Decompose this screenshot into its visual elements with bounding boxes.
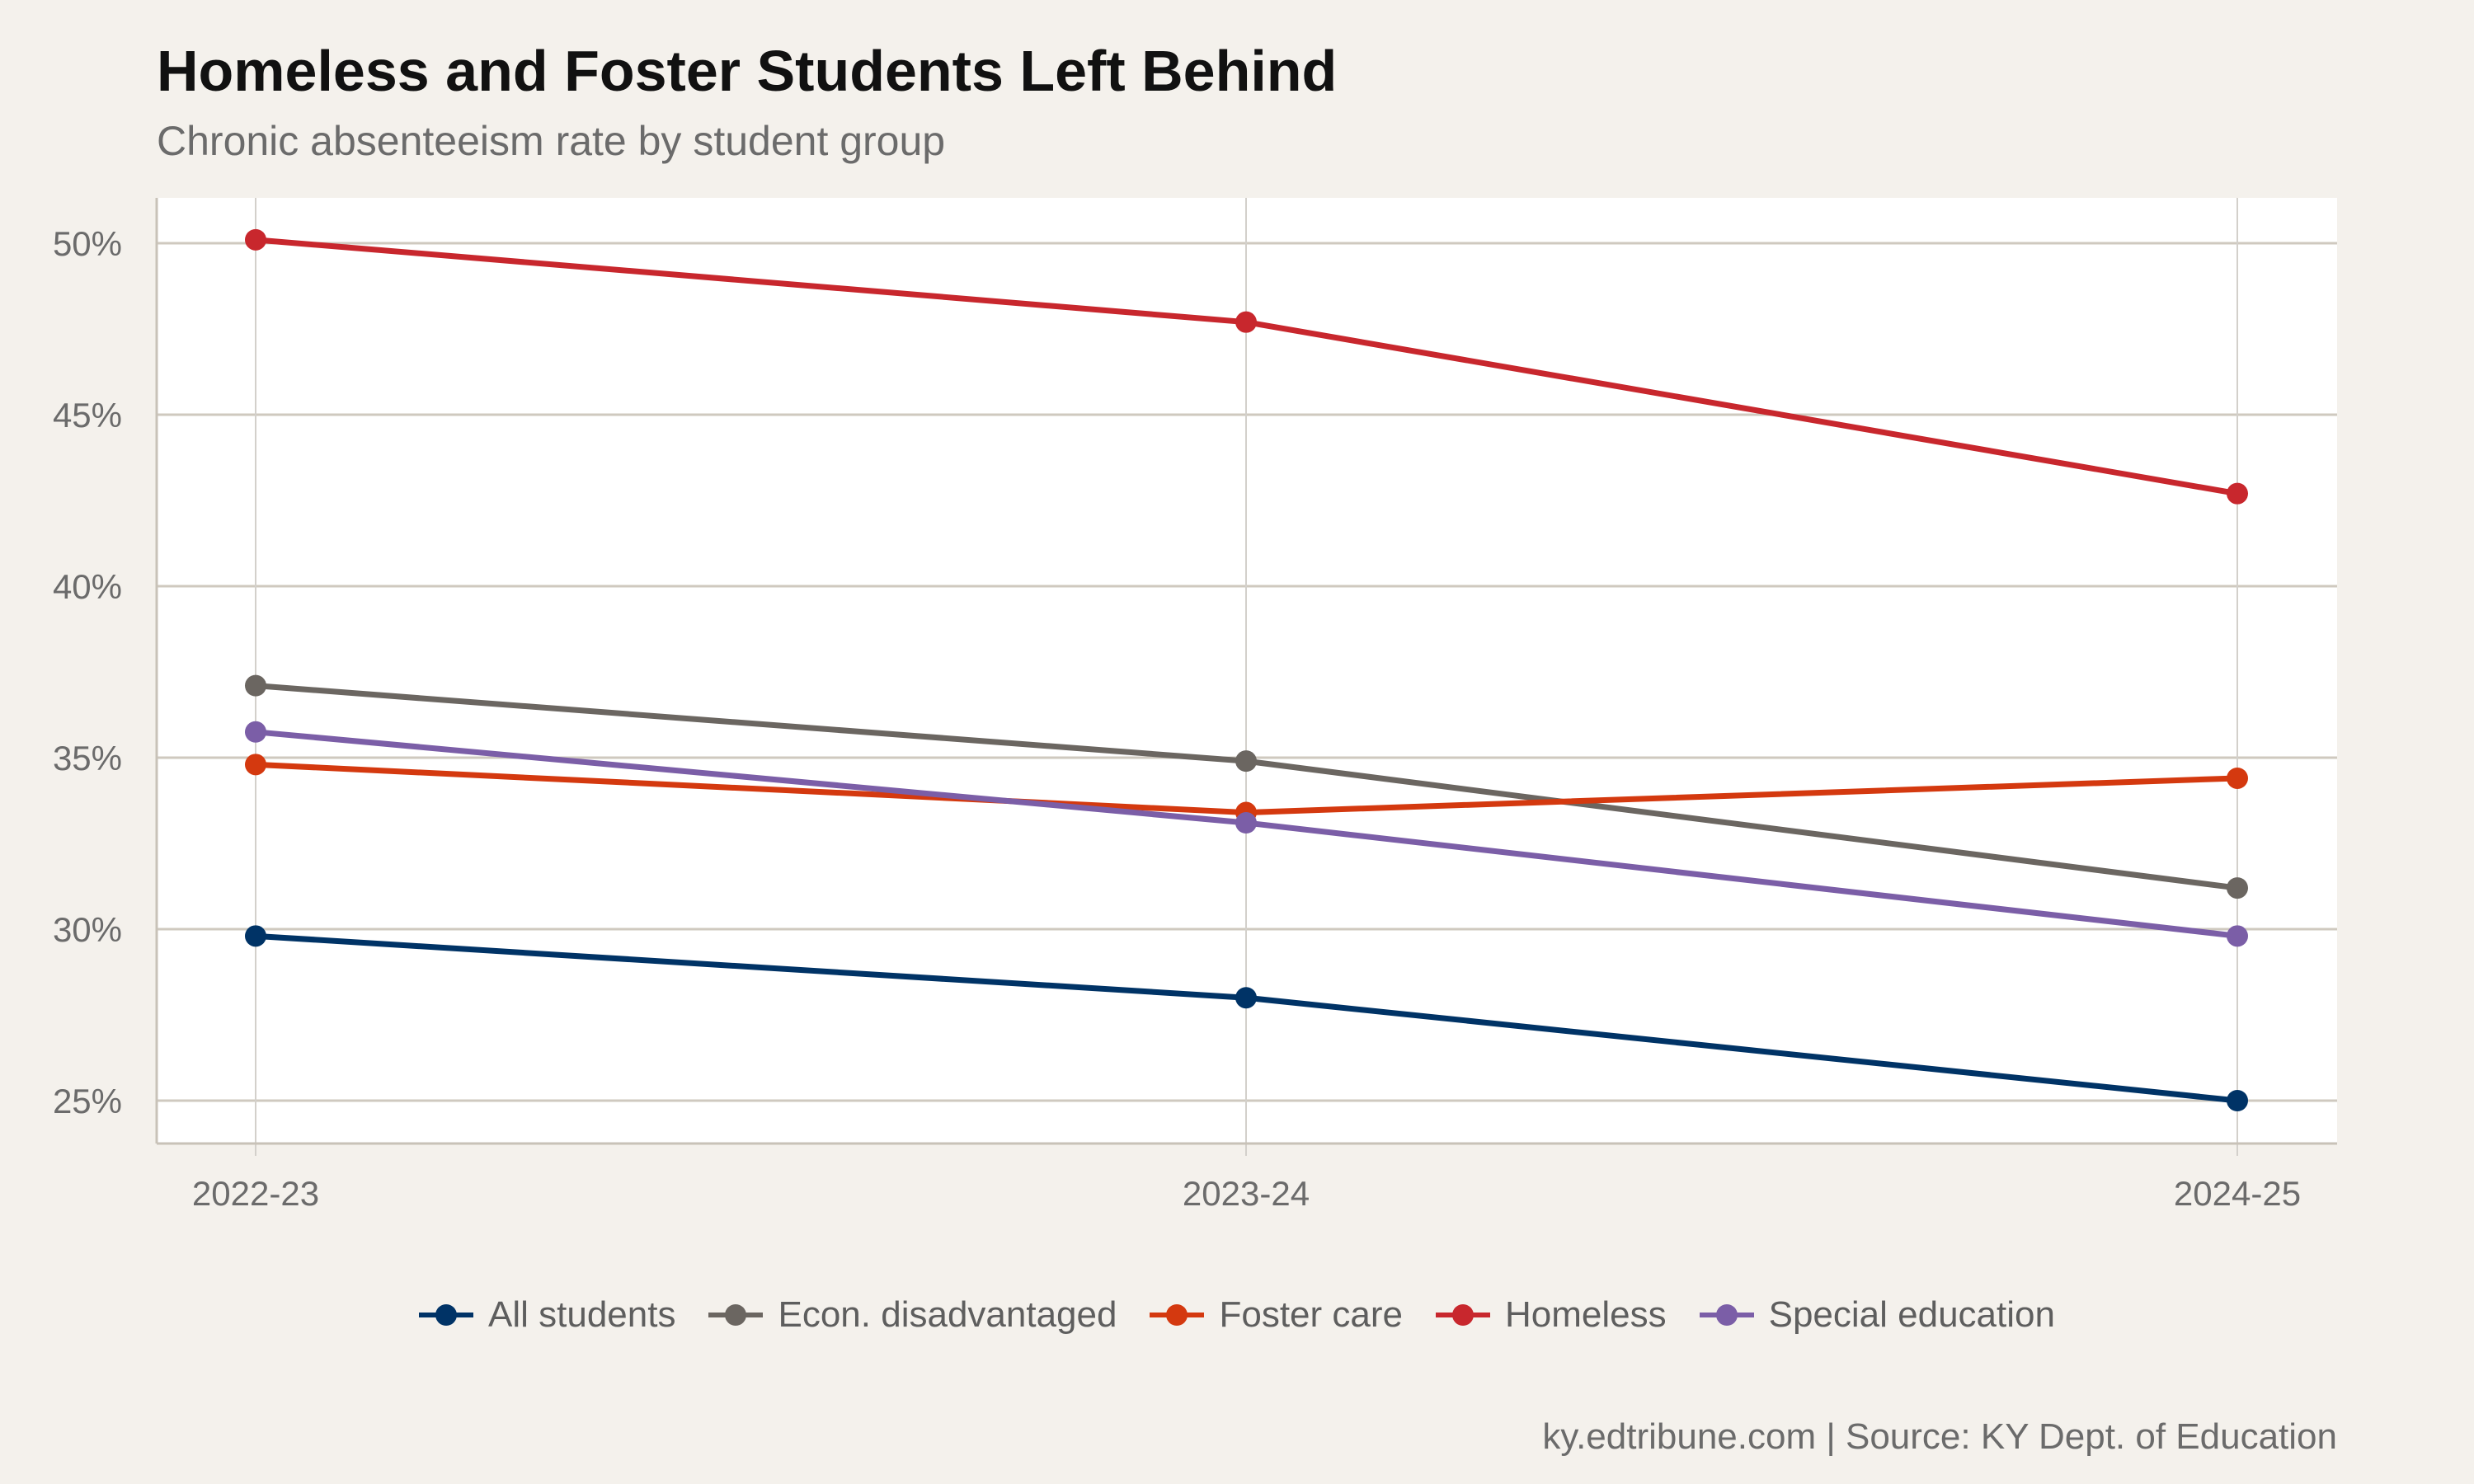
- data-point: [1235, 750, 1257, 773]
- legend-label: Homeless: [1504, 1294, 1667, 1335]
- data-point: [1235, 812, 1257, 834]
- data-point: [245, 721, 266, 743]
- data-point: [245, 674, 266, 697]
- chart-subtitle: Chronic absenteeism rate by student grou…: [157, 118, 946, 164]
- legend-label: Econ. disadvantaged: [778, 1294, 1117, 1335]
- data-point: [1235, 311, 1257, 333]
- data-point: [1235, 987, 1257, 1009]
- x-tick-label: 2024-25: [2174, 1174, 2301, 1213]
- chart-title: Homeless and Foster Students Left Behind: [157, 39, 1338, 103]
- legend-key-icon: [419, 1298, 474, 1331]
- legend-key-icon: [708, 1298, 764, 1331]
- legend-label: Special education: [1768, 1294, 2055, 1335]
- legend-key-icon: [1150, 1298, 1205, 1331]
- data-point: [2227, 767, 2248, 789]
- legend-item: Special education: [1699, 1294, 2055, 1336]
- y-tick-label: 40%: [53, 567, 122, 606]
- y-tick-label: 35%: [53, 739, 122, 777]
- y-tick-label: 50%: [53, 224, 122, 263]
- legend-key-icon: [1435, 1298, 1490, 1331]
- chart-caption: ky.edtribune.com | Source: KY Dept. of E…: [1542, 1416, 2337, 1457]
- x-tick-label: 2022-23: [192, 1174, 319, 1213]
- data-point: [2227, 925, 2248, 947]
- series-homeless: [245, 228, 2248, 505]
- legend-item: Econ. disadvantaged: [708, 1294, 1117, 1336]
- legend-item: Homeless: [1435, 1294, 1667, 1336]
- data-point: [2227, 482, 2248, 505]
- legend-item: All students: [419, 1294, 675, 1336]
- x-tick-label: 2023-24: [1183, 1174, 1310, 1213]
- series-econ-disadvantaged: [245, 674, 2248, 899]
- legend-key-icon: [1699, 1298, 1754, 1331]
- legend: All students Econ. disadvantaged Foster ca…: [0, 1294, 2474, 1336]
- data-point: [2227, 1090, 2248, 1111]
- y-tick-label: 25%: [53, 1082, 122, 1120]
- data-point: [245, 754, 266, 776]
- y-tick-label: 30%: [53, 910, 122, 949]
- data-point: [245, 925, 266, 947]
- legend-label: All students: [488, 1294, 676, 1335]
- series-special-education: [245, 721, 2248, 947]
- series-all-students: [245, 925, 2248, 1111]
- y-tick-label: 45%: [53, 396, 122, 434]
- legend-label: Foster care: [1219, 1294, 1403, 1335]
- data-point: [2227, 877, 2248, 899]
- legend-item: Foster care: [1150, 1294, 1403, 1336]
- data-point: [245, 228, 266, 251]
